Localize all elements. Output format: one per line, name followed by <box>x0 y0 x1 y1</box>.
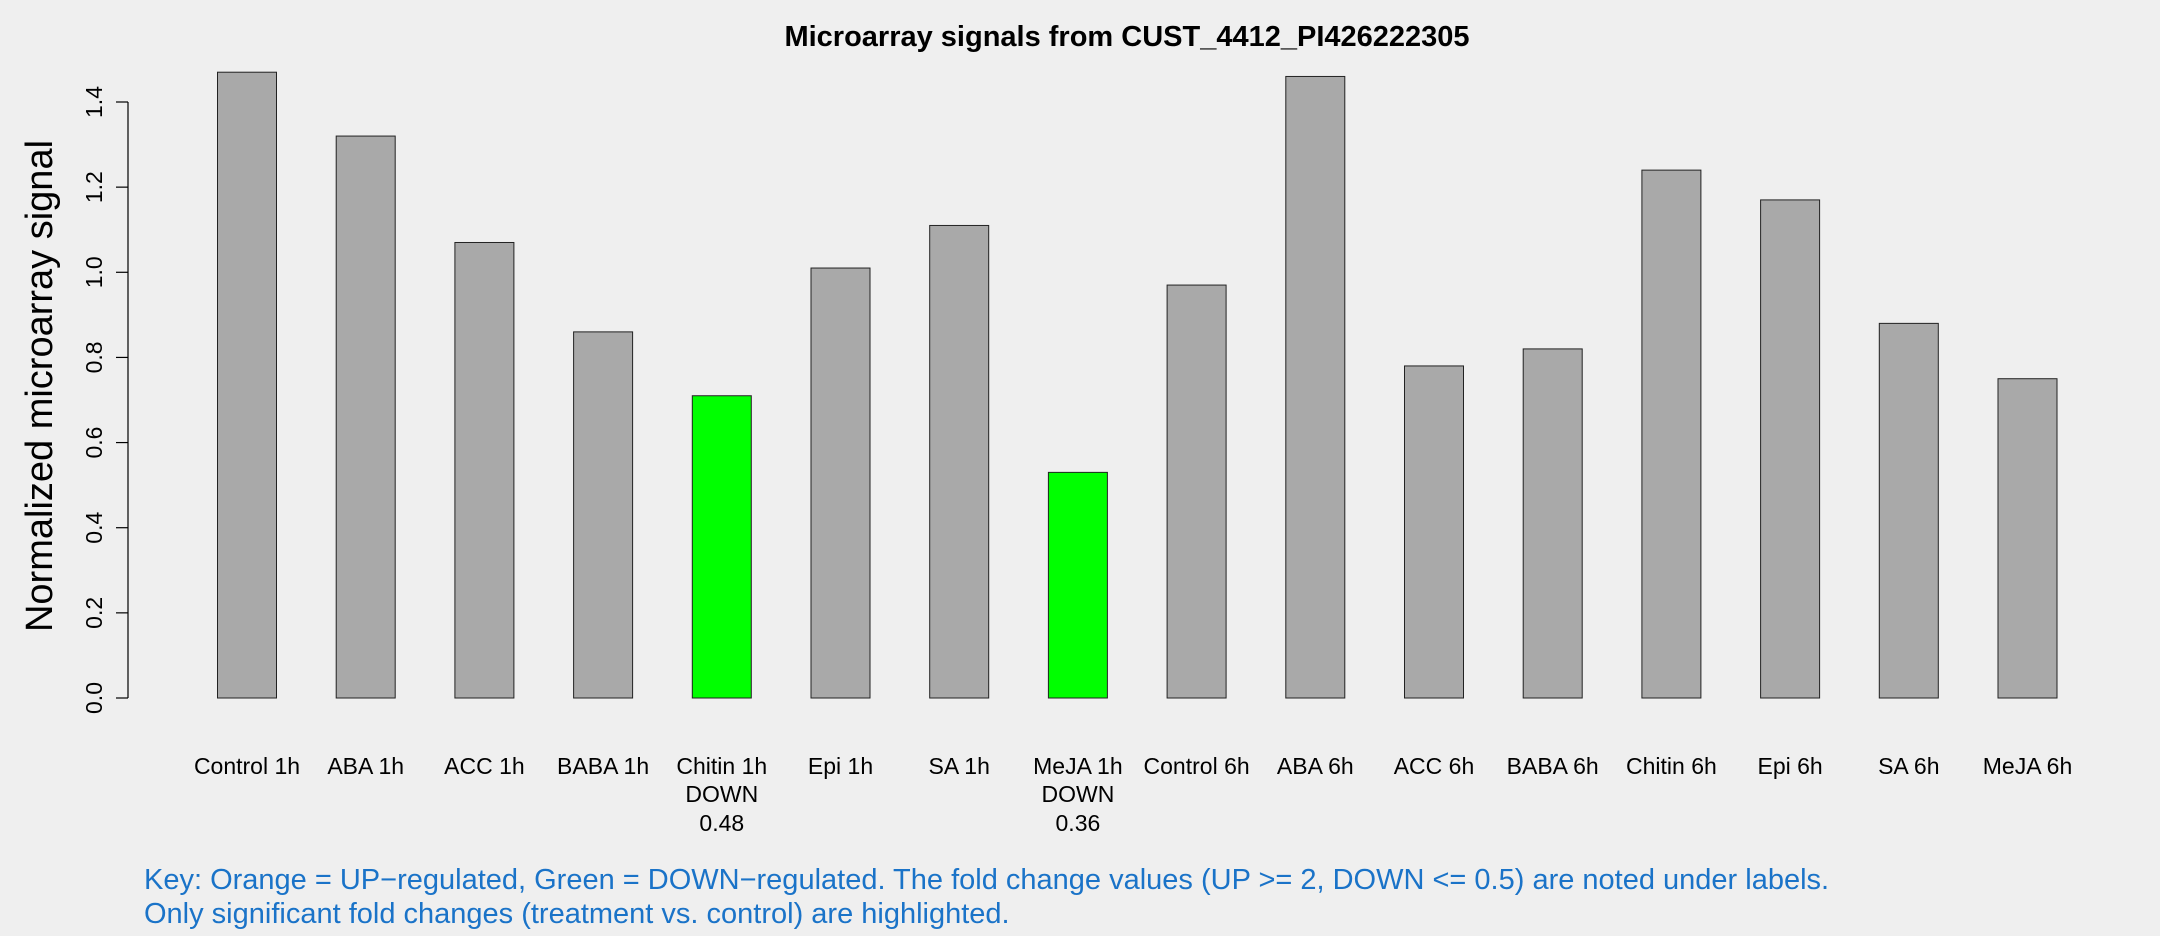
bar <box>691 395 752 699</box>
bar <box>573 331 634 699</box>
x-tick-label: ABA 1h <box>327 753 404 779</box>
y-tick-label: 0.8 <box>81 341 107 373</box>
x-tick-label: MeJA 6h <box>1983 753 2073 779</box>
key-line-2: Only significant fold changes (treatment… <box>144 898 1010 930</box>
x-tick-label: Control 1h <box>194 753 300 779</box>
bar <box>1522 348 1583 699</box>
x-tick-label: BABA 1h <box>557 753 649 779</box>
fold-change-label: 0.48 <box>699 810 744 836</box>
x-tick-label: SA 6h <box>1878 753 1939 779</box>
y-axis: 0.0 0.2 0.4 0.6 0.8 1.0 1.2 1.4 <box>81 86 129 714</box>
y-tick-label: 1.0 <box>81 256 107 288</box>
x-tick-label: Epi 1h <box>808 753 873 779</box>
bar <box>1404 365 1464 699</box>
x-tick-label: ABA 6h <box>1277 753 1354 779</box>
x-tick-label: BABA 6h <box>1507 753 1599 779</box>
y-tick-label: 1.2 <box>81 171 107 203</box>
fold-change-label: 0.36 <box>1056 810 1101 836</box>
y-tick-label: 0.6 <box>81 427 107 459</box>
bar <box>454 241 515 699</box>
bar <box>1285 75 1346 699</box>
x-tick-label: MeJA 1h <box>1033 753 1123 779</box>
x-tick-label: ACC 6h <box>1394 753 1475 779</box>
category-labels: Control 1h ABA 1h ACC 1h BABA 1h Chitin 1hDO… <box>194 753 2072 836</box>
y-tick-label: 0.2 <box>81 597 107 629</box>
key-line-1: Key: Orange = UP−regulated, Green = DOWN… <box>144 864 1830 896</box>
regulation-label: DOWN <box>685 781 758 807</box>
bar <box>810 267 871 699</box>
bar <box>1641 169 1702 699</box>
y-tick-label: 0.0 <box>81 682 107 714</box>
x-tick-label: Chitin 1h <box>676 753 767 779</box>
x-tick-label: ACC 1h <box>444 753 525 779</box>
chart-title: Microarray signals from CUST_4412_PI4262… <box>784 21 1469 53</box>
y-tick-label: 1.4 <box>81 86 107 118</box>
bar <box>1047 471 1108 699</box>
bar <box>1760 199 1821 699</box>
y-axis-label: Normalized microarray signal <box>19 140 61 632</box>
x-tick-label: Control 6h <box>1144 753 1250 779</box>
bar <box>335 135 396 699</box>
bar <box>1997 378 2058 699</box>
bars <box>217 71 2058 699</box>
regulation-label: DOWN <box>1041 781 1114 807</box>
x-tick-label: Epi 6h <box>1757 753 1822 779</box>
x-tick-label: Chitin 6h <box>1626 753 1717 779</box>
bar <box>217 71 277 699</box>
y-tick-label: 0.4 <box>81 512 107 544</box>
bar <box>1166 284 1227 699</box>
bar <box>1878 322 1939 699</box>
bar <box>929 224 990 699</box>
x-tick-label: SA 1h <box>929 753 990 779</box>
